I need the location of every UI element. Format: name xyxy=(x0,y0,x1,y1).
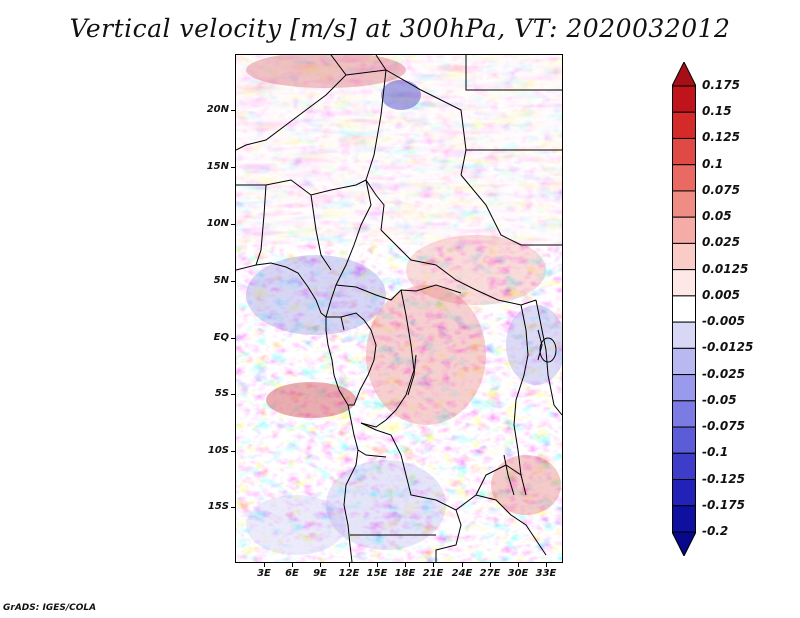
lon-label: 33E xyxy=(535,568,557,579)
colorbar-bottom-triangle xyxy=(672,531,696,556)
colorbar-bin xyxy=(672,242,696,271)
colorbar-bin xyxy=(672,111,696,139)
lat-label: 15S xyxy=(207,501,229,512)
colorbar-bin xyxy=(672,426,696,454)
lat-label: 5N xyxy=(213,275,229,286)
lon-tick xyxy=(264,563,265,567)
colorbar-bin xyxy=(672,190,696,218)
colorbar-label: -0.075 xyxy=(702,419,745,434)
lat-tick xyxy=(231,338,235,339)
lon-label: 27E xyxy=(479,568,501,579)
colorbar-top-triangle xyxy=(672,62,696,87)
colorbar-label: 0.05 xyxy=(702,209,732,224)
lon-tick xyxy=(349,563,350,567)
colorbar-bin xyxy=(672,85,696,113)
colorbar-label: -0.2 xyxy=(702,524,729,538)
colorbar-bin xyxy=(672,374,696,402)
lon-tick xyxy=(462,563,463,567)
lon-tick xyxy=(518,563,519,567)
lon-label: 24E xyxy=(451,568,473,579)
colorbar-bin xyxy=(672,505,696,533)
lon-label: 3E xyxy=(257,568,271,579)
lat-tick xyxy=(231,281,235,282)
colorbar-label: 0.0125 xyxy=(702,261,749,276)
colorbar-label: -0.0125 xyxy=(702,340,754,355)
plot-title: Vertical velocity [m/s] at 300hPa, VT: 2… xyxy=(69,14,731,43)
colorbar-label: 0.1 xyxy=(702,156,724,171)
colorbar-bin xyxy=(672,269,696,297)
colorbar-bin xyxy=(672,137,696,166)
country-borders xyxy=(236,55,562,562)
lon-label: 9E xyxy=(313,568,327,579)
lon-label: 30E xyxy=(507,568,529,579)
lon-label: 18E xyxy=(394,568,416,579)
colorbar xyxy=(672,62,696,556)
lon-tick xyxy=(546,563,547,567)
colorbar-label: -0.025 xyxy=(702,366,745,381)
lon-label: 6E xyxy=(285,568,299,579)
colorbar-bin xyxy=(672,400,696,428)
colorbar-label: -0.005 xyxy=(702,314,745,329)
lat-label: 10N xyxy=(206,218,229,229)
lon-label: 21E xyxy=(422,568,444,579)
lat-label: 20N xyxy=(206,104,229,115)
colorbar-bin xyxy=(672,216,696,244)
lon-tick xyxy=(405,563,406,567)
lat-tick xyxy=(231,110,235,111)
lat-tick xyxy=(231,507,235,508)
lat-label: EQ xyxy=(213,332,229,343)
colorbar-label: 0.125 xyxy=(702,130,740,145)
velocity-field xyxy=(236,55,562,562)
colorbar-label: 0.175 xyxy=(702,78,740,92)
lon-label: 12E xyxy=(338,568,360,579)
lat-label: 15N xyxy=(206,161,229,172)
lat-tick xyxy=(231,394,235,395)
lat-tick xyxy=(231,451,235,452)
colorbar-bin xyxy=(672,452,696,481)
colorbar-label: -0.125 xyxy=(702,471,745,486)
colorbar-label: 0.15 xyxy=(702,104,732,119)
colorbar-bin xyxy=(672,479,696,507)
credit-text: GrADS: IGES/COLA xyxy=(3,603,97,613)
colorbar-bin xyxy=(672,295,696,323)
lat-tick xyxy=(231,167,235,168)
lat-label: 10S xyxy=(207,445,229,456)
lon-tick xyxy=(377,563,378,567)
map-panel xyxy=(235,54,563,563)
colorbar-label: 0.025 xyxy=(702,235,740,250)
colorbar-label: -0.175 xyxy=(702,497,745,512)
colorbar-bin xyxy=(672,321,696,349)
lon-tick xyxy=(490,563,491,567)
lon-tick xyxy=(292,563,293,567)
colorbar-label: -0.1 xyxy=(702,445,729,460)
lat-tick xyxy=(231,224,235,225)
colorbar-label: 0.075 xyxy=(702,182,740,197)
colorbar-bin xyxy=(672,164,696,192)
lon-tick xyxy=(433,563,434,567)
colorbar-label: 0.005 xyxy=(702,287,740,302)
lon-label: 15E xyxy=(366,568,388,579)
lat-label: 5S xyxy=(214,388,229,399)
lon-tick xyxy=(320,563,321,567)
colorbar-label: -0.05 xyxy=(702,392,737,407)
colorbar-bin xyxy=(672,347,696,376)
